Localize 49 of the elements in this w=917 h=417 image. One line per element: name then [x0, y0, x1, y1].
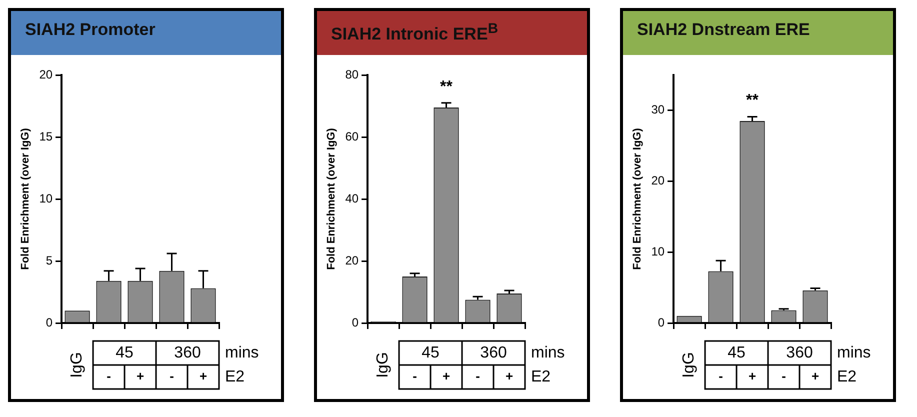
text: 45: [728, 344, 746, 362]
y-axis-title: Fold Enrichment (over IgG): [20, 128, 32, 270]
x-tick-label: +: [136, 368, 144, 384]
y-tick-label: 5: [46, 253, 53, 268]
y-tick-label: 40: [345, 191, 359, 206]
data-label: **: [440, 78, 454, 96]
y-tick-label: 10: [651, 244, 665, 258]
x-tick-label: +: [199, 368, 208, 384]
x-tick-label: IgG: [68, 352, 86, 378]
data-label: **: [746, 92, 760, 110]
x-tick-label: -: [412, 368, 417, 384]
y-tick-label: 20: [39, 67, 53, 82]
x-tick-label: -: [476, 368, 480, 384]
chart-title: SIAH2 Dnstream ERE: [623, 11, 893, 55]
text: 360: [174, 344, 201, 362]
x-tick-label: +: [505, 368, 514, 384]
text: mins: [531, 344, 565, 362]
x-tick-label: +: [748, 368, 756, 384]
chart-title: SIAH2 Intronic ERE$^{B}$: [317, 11, 587, 55]
y-axis-title: Fold Enrichment (over IgG): [632, 128, 644, 270]
x-tick-label: +: [811, 368, 820, 384]
text: 45: [422, 344, 440, 362]
text: E2: [531, 368, 551, 386]
text: 360: [480, 344, 507, 362]
text: mins: [225, 344, 259, 362]
text: E2: [225, 368, 245, 386]
text: 360: [786, 344, 813, 362]
y-tick-label: 0: [46, 315, 53, 330]
x-tick-label: IgG: [374, 352, 392, 378]
y-tick-label: 20: [345, 253, 359, 268]
text: mins: [837, 344, 871, 362]
x-tick-label: -: [718, 368, 723, 384]
x-tick-label: +: [442, 368, 450, 384]
y-tick-label: 0: [352, 315, 359, 330]
y-tick-label: 15: [39, 129, 53, 144]
y-tick-label: 0: [658, 315, 665, 330]
y-axis-title: Fold Enrichment (over IgG): [326, 128, 338, 270]
x-tick-label: -: [782, 368, 786, 384]
text: 45: [116, 344, 134, 362]
y-tick-label: 60: [345, 129, 359, 144]
y-tick-label: 20: [651, 174, 665, 188]
x-tick-label: -: [170, 368, 174, 384]
chart-title: SIAH2 Promoter: [11, 11, 281, 55]
x-tick-label: -: [106, 368, 111, 384]
text: E2: [837, 368, 857, 386]
y-tick-label: 10: [39, 191, 53, 206]
x-tick-label: IgG: [680, 352, 698, 378]
y-tick-label: 80: [345, 67, 359, 82]
y-tick-label: 30: [651, 102, 665, 117]
